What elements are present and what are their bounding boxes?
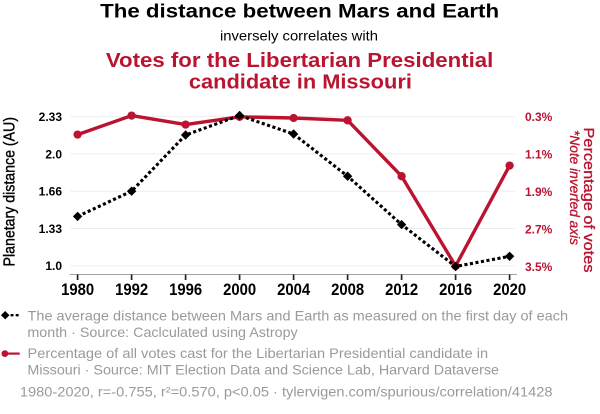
svg-text:candidate in Missouri: candidate in Missouri xyxy=(189,71,412,94)
svg-text:Planetary distance (AU): Planetary distance (AU) xyxy=(1,117,18,267)
svg-text:1.9%: 1.9% xyxy=(525,185,553,199)
svg-text:1996: 1996 xyxy=(169,281,202,299)
svg-text:2.0: 2.0 xyxy=(45,147,62,161)
svg-text:month · Source: Caclculated us: month · Source: Caclculated using Astrop… xyxy=(27,325,297,340)
svg-text:2012: 2012 xyxy=(385,281,418,299)
svg-text:2016: 2016 xyxy=(439,281,472,299)
svg-text:*Note inverted axis: *Note inverted axis xyxy=(567,130,583,245)
svg-text:1980-2020, r=-0.755, r²=0.570,: 1980-2020, r=-0.755, r²=0.570, p<0.05 · … xyxy=(20,385,553,400)
svg-text:2020: 2020 xyxy=(493,281,526,299)
svg-text:1980: 1980 xyxy=(61,281,94,299)
svg-text:The distance between Mars and: The distance between Mars and Earth xyxy=(100,1,499,23)
svg-text:inversely correlates with: inversely correlates with xyxy=(220,27,378,43)
svg-text:Percentage of votes: Percentage of votes xyxy=(580,128,597,273)
svg-text:3.5%: 3.5% xyxy=(525,260,553,274)
svg-text:1992: 1992 xyxy=(115,281,148,299)
svg-text:1.0: 1.0 xyxy=(45,259,62,273)
svg-text:1.66: 1.66 xyxy=(39,185,63,199)
svg-text:Votes for the Libertarian Pres: Votes for the Libertarian Presidential xyxy=(106,49,494,72)
svg-text:Missouri · Source: MIT Electio: Missouri · Source: MIT Election Data and… xyxy=(27,362,499,377)
svg-text:The average distance between M: The average distance between Mars and Ea… xyxy=(28,308,569,323)
svg-text:0.3%: 0.3% xyxy=(525,110,553,124)
svg-text:2004: 2004 xyxy=(277,281,310,299)
svg-text:1.1%: 1.1% xyxy=(525,148,553,162)
svg-text:2008: 2008 xyxy=(331,281,364,299)
svg-text:2.7%: 2.7% xyxy=(525,223,553,237)
svg-text:Percentage of all votes cast f: Percentage of all votes cast for the Lib… xyxy=(28,346,489,361)
svg-text:2000: 2000 xyxy=(223,281,256,299)
svg-text:2.33: 2.33 xyxy=(39,110,63,124)
svg-text:1.33: 1.33 xyxy=(39,222,63,236)
